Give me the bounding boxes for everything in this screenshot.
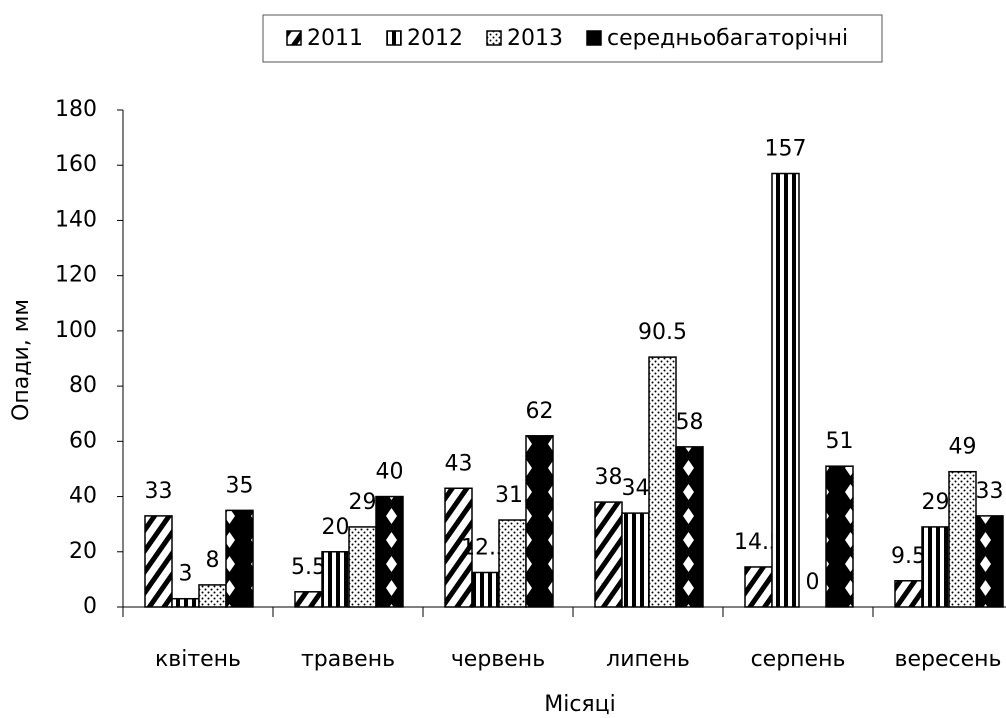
legend-swatch xyxy=(586,30,602,46)
data-label: 35 xyxy=(226,473,254,498)
legend-swatch xyxy=(286,30,302,46)
legend-label: 2011 xyxy=(307,26,363,51)
bar xyxy=(321,551,350,608)
data-label: 58 xyxy=(676,410,704,435)
bar xyxy=(444,487,473,608)
bar xyxy=(948,470,977,608)
bar xyxy=(648,356,677,608)
bar xyxy=(921,526,950,608)
data-label: 29 xyxy=(922,490,950,515)
data-label: 20 xyxy=(322,515,350,540)
y-tick-label: 100 xyxy=(55,318,97,343)
x-tick-label: липень xyxy=(606,647,690,672)
y-tick-label: 80 xyxy=(69,373,97,398)
legend-label: середньобагаторічні xyxy=(607,26,848,51)
y-tick-label: 120 xyxy=(55,263,97,288)
legend-box xyxy=(262,14,883,63)
data-label: 5.5 xyxy=(291,555,326,580)
bar xyxy=(594,501,623,608)
data-label: 9.5 xyxy=(891,544,926,569)
data-label: 49 xyxy=(949,435,977,460)
bar xyxy=(198,584,227,608)
bar xyxy=(498,519,527,608)
legend-label: 2013 xyxy=(507,26,563,51)
y-tick-label: 20 xyxy=(69,539,97,564)
bar xyxy=(171,597,200,608)
bar xyxy=(348,526,377,608)
legend-swatch xyxy=(386,30,402,46)
data-label: 38 xyxy=(595,465,623,490)
bar xyxy=(525,435,554,608)
bar xyxy=(375,495,404,608)
data-label: 157 xyxy=(765,137,807,162)
data-label: 3 xyxy=(179,562,193,587)
bar xyxy=(471,571,500,608)
data-label: 33 xyxy=(976,479,1004,504)
data-label: 40 xyxy=(376,460,404,485)
y-tick-label: 160 xyxy=(55,152,97,177)
bar xyxy=(294,591,323,608)
data-label: 0 xyxy=(806,570,820,595)
bar xyxy=(144,515,173,608)
x-tick-label: травень xyxy=(301,647,395,672)
y-tick-label: 180 xyxy=(55,97,97,122)
x-tick-label: серпень xyxy=(751,647,846,672)
legend-label: 2012 xyxy=(407,26,463,51)
x-tick-label: квітень xyxy=(155,647,241,672)
bar xyxy=(225,509,254,608)
bar xyxy=(621,512,650,608)
x-tick-label: вересень xyxy=(895,647,1002,672)
data-label: 51 xyxy=(826,429,854,454)
y-tick-label: 60 xyxy=(69,428,97,453)
data-label: 31. xyxy=(495,483,530,508)
y-tick-label: 40 xyxy=(69,484,97,509)
x-axis-label: Місяці xyxy=(544,692,616,717)
data-label: 29 xyxy=(349,490,377,515)
bar xyxy=(825,465,854,608)
data-label: 34 xyxy=(622,476,650,501)
bar xyxy=(894,580,923,608)
x-tick-label: червень xyxy=(451,647,545,672)
data-label: 43 xyxy=(445,451,473,476)
y-axis-label: Опади, мм xyxy=(9,299,34,421)
bar xyxy=(744,566,773,608)
data-label: 90.5 xyxy=(638,320,687,345)
y-tick-label: 0 xyxy=(83,594,97,619)
data-label: 8 xyxy=(206,548,220,573)
bar xyxy=(675,446,704,608)
data-label: 33 xyxy=(145,479,173,504)
legend-swatch xyxy=(486,30,502,46)
bar xyxy=(975,515,1004,608)
y-tick-label: 140 xyxy=(55,207,97,232)
bar xyxy=(771,172,800,608)
data-label: 62 xyxy=(526,399,554,424)
